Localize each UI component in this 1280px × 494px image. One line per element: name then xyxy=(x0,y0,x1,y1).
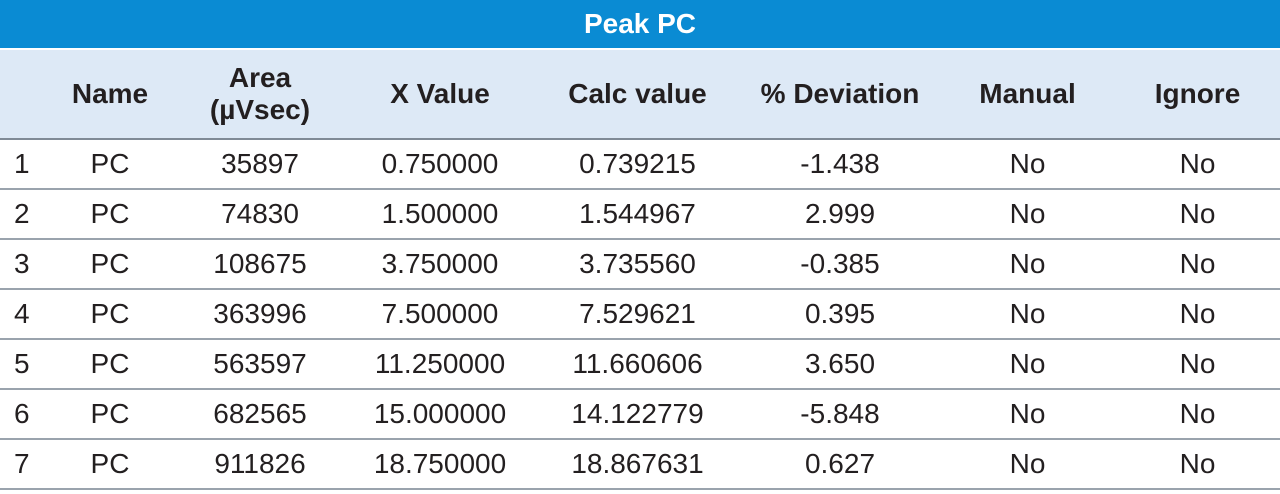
row-index: 5 xyxy=(14,348,30,379)
area-cell: 108675 xyxy=(213,248,307,279)
name-cell: PC xyxy=(90,148,130,179)
header-ignore: Ignore xyxy=(1154,78,1241,109)
row-index: 2 xyxy=(14,198,30,229)
table-row: 7 PC 911826 18.750000 18.867631 0.627 No No xyxy=(0,440,1280,490)
name-cell: PC xyxy=(90,448,130,479)
x-value-cell: 7.500000 xyxy=(381,298,499,329)
deviation-cell: -0.385 xyxy=(800,248,880,279)
x-value-cell: 15.000000 xyxy=(373,398,507,429)
header-name: Name xyxy=(71,78,149,109)
manual-cell: No xyxy=(1009,448,1046,479)
header-index xyxy=(0,50,45,138)
calc-value-cell: 3.735560 xyxy=(579,248,696,279)
table-row: 6 PC 682565 15.000000 14.122779 -5.848 No No xyxy=(0,390,1280,440)
calc-value-cell: 11.660606 xyxy=(572,348,703,379)
row-index: 3 xyxy=(14,248,30,279)
row-index: 4 xyxy=(14,298,30,329)
calc-value-cell: 14.122779 xyxy=(571,398,704,429)
area-cell: 911826 xyxy=(214,448,306,479)
x-value-cell: 1.500000 xyxy=(381,198,499,229)
table-row: 4 PC 363996 7.500000 7.529621 0.395 No No xyxy=(0,290,1280,340)
header-deviation: % Deviation xyxy=(760,78,920,109)
calc-value-cell: 1.544967 xyxy=(579,198,696,229)
manual-cell: No xyxy=(1009,298,1046,329)
manual-cell: No xyxy=(1009,148,1046,179)
row-index: 1 xyxy=(14,148,30,179)
table-header-row: Name Area (µVsec) X Value Calc value % D… xyxy=(0,50,1280,140)
name-cell: PC xyxy=(90,348,130,379)
header-calc-value: Calc value xyxy=(568,78,707,109)
manual-cell: No xyxy=(1009,198,1046,229)
deviation-cell: -1.438 xyxy=(800,148,880,179)
area-cell: 74830 xyxy=(221,198,299,229)
area-cell: 563597 xyxy=(213,348,307,379)
ignore-cell: No xyxy=(1179,148,1216,179)
area-cell: 363996 xyxy=(213,298,307,329)
ignore-cell: No xyxy=(1179,448,1216,479)
area-cell: 35897 xyxy=(221,148,299,179)
table-row: 5 PC 563597 11.250000 11.660606 3.650 No No xyxy=(0,340,1280,390)
x-value-cell: 18.750000 xyxy=(373,448,507,479)
deviation-cell: 2.999 xyxy=(804,198,876,229)
manual-cell: No xyxy=(1009,248,1046,279)
deviation-cell: 0.627 xyxy=(804,448,876,479)
table-title: Peak PC xyxy=(0,0,1280,50)
ignore-cell: No xyxy=(1179,398,1216,429)
ignore-cell: No xyxy=(1179,348,1216,379)
row-index: 7 xyxy=(14,448,30,479)
table-row: 1 PC 35897 0.750000 0.739215 -1.438 No No xyxy=(0,140,1280,190)
ignore-cell: No xyxy=(1179,248,1216,279)
table-body: 1 PC 35897 0.750000 0.739215 -1.438 No No 2 PC 748… xyxy=(0,140,1280,490)
name-cell: PC xyxy=(90,198,130,229)
x-value-cell: 11.250000 xyxy=(374,348,506,379)
calc-value-cell: 0.739215 xyxy=(579,148,696,179)
row-index: 6 xyxy=(14,398,30,429)
ignore-cell: No xyxy=(1179,298,1216,329)
calc-value-cell: 18.867631 xyxy=(571,448,704,479)
ignore-cell: No xyxy=(1179,198,1216,229)
deviation-cell: -5.848 xyxy=(800,398,880,429)
name-cell: PC xyxy=(90,398,130,429)
name-cell: PC xyxy=(90,298,130,329)
calc-value-cell: 7.529621 xyxy=(579,298,696,329)
deviation-cell: 0.395 xyxy=(804,298,876,329)
manual-cell: No xyxy=(1009,348,1046,379)
header-x-value: X Value xyxy=(390,78,490,109)
name-cell: PC xyxy=(90,248,130,279)
x-value-cell: 0.750000 xyxy=(381,148,499,179)
table-row: 3 PC 108675 3.750000 3.735560 -0.385 No No xyxy=(0,240,1280,290)
deviation-cell: 3.650 xyxy=(804,348,876,379)
manual-cell: No xyxy=(1009,398,1046,429)
header-area: Area (µVsec) xyxy=(209,62,311,125)
header-manual: Manual xyxy=(979,78,1076,109)
table-row: 2 PC 74830 1.500000 1.544967 2.999 No No xyxy=(0,190,1280,240)
x-value-cell: 3.750000 xyxy=(381,248,499,279)
area-cell: 682565 xyxy=(213,398,307,429)
